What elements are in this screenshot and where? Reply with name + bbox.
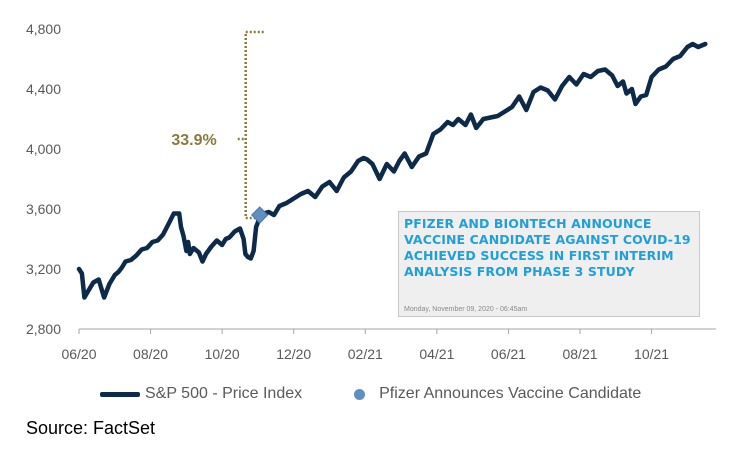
x-tick-label: 04/21: [419, 346, 454, 362]
y-tick-label: 3,600: [26, 201, 61, 217]
y-tick-label: 4,400: [26, 81, 61, 97]
y-tick-label: 3,200: [26, 261, 61, 277]
x-tick-label: 10/21: [634, 346, 669, 362]
callout-headline: PFIZER AND BIONTECH ANNOUNCE VACCINE CAN…: [404, 216, 691, 279]
x-axis: 06/20 08/20 10/20 12/20 02/21 04/21 06/21 08/21…: [61, 329, 669, 362]
y-axis: 2,800 3,200 3,600 4,000 4,400 4,800: [26, 21, 716, 337]
legend-item-sp500: S&P 500 - Price Index: [100, 385, 302, 403]
annotation-label: 33.9%: [171, 132, 216, 149]
x-tick-label: 02/21: [348, 346, 383, 362]
x-tick-label: 10/20: [205, 346, 240, 362]
point-layer: [251, 206, 269, 224]
legend: S&P 500 - Price Index Pfizer Announces V…: [100, 383, 641, 405]
x-tick-label: 08/21: [562, 346, 597, 362]
series-line-sp500: [76, 41, 708, 300]
source-note: Source: FactSet: [26, 418, 156, 438]
vaccine-announcement-point: [251, 206, 269, 224]
y-tick-label: 4,000: [26, 141, 61, 157]
legend-item-vaccine: Pfizer Announces Vaccine Candidate: [354, 385, 641, 403]
x-tick-label: 12/20: [276, 346, 311, 362]
annotation-bracket: [244, 30, 264, 220]
legend-label-vaccine: Pfizer Announces Vaccine Candidate: [379, 385, 642, 402]
legend-label-sp500: S&P 500 - Price Index: [145, 385, 303, 402]
callout-date: Monday, November 09, 2020 - 06:45am: [404, 306, 528, 313]
series-layer: [76, 41, 708, 300]
y-tick-label: 4,800: [26, 21, 61, 37]
vaccine-news-callout: PFIZER AND BIONTECH ANNOUNCE VACCINE CAN…: [398, 211, 700, 317]
y-tick-label: 2,800: [26, 321, 61, 337]
legend-line-swatch: [100, 391, 140, 397]
legend-dot-swatch: [354, 388, 366, 400]
x-tick-label: 06/21: [491, 346, 526, 362]
x-tick-label: 06/20: [61, 346, 96, 362]
annotation-layer: 33.9%: [171, 30, 264, 220]
x-tick-label: 08/20: [133, 346, 168, 362]
